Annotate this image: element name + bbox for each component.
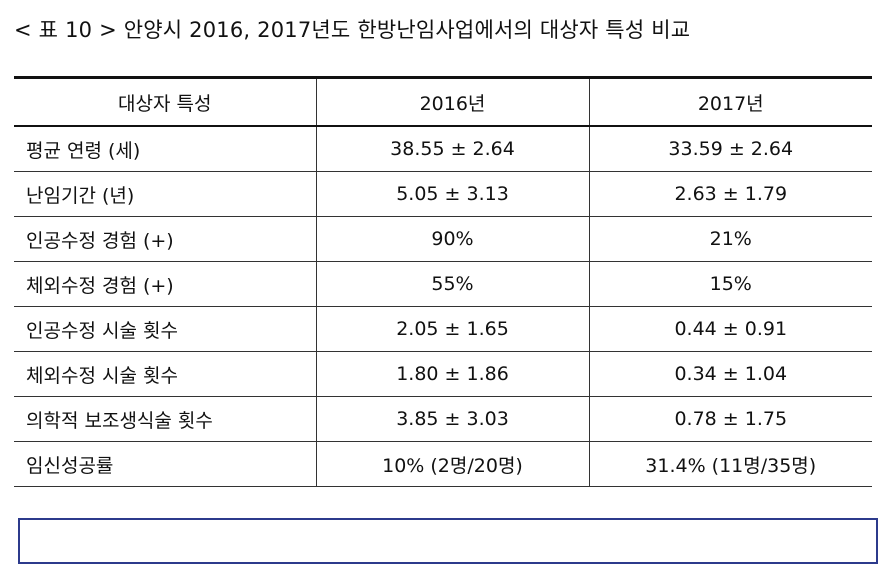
table-row: 평균 연령 (세) 38.55 ± 2.64 33.59 ± 2.64 xyxy=(14,126,872,172)
row-label: 인공수정 경험 (+) xyxy=(14,216,316,262)
value-2017: 0.44 ± 0.91 xyxy=(588,306,872,352)
header-characteristic: 대상자 특성 xyxy=(14,76,316,127)
value-2016: 5.05 ± 3.13 xyxy=(315,171,589,217)
table-row: 인공수정 시술 횟수 2.05 ± 1.65 0.44 ± 0.91 xyxy=(14,306,872,352)
row-label: 임신성공률 xyxy=(14,441,316,487)
row-label: 체외수정 시술 횟수 xyxy=(14,351,316,397)
value-2016: 3.85 ± 3.03 xyxy=(315,396,589,442)
header-2016: 2016년 xyxy=(315,76,589,127)
value-2017: 2.63 ± 1.79 xyxy=(588,171,872,217)
table-row: 체외수정 시술 횟수 1.80 ± 1.86 0.34 ± 1.04 xyxy=(14,351,872,397)
value-2016: 55% xyxy=(315,261,589,307)
table-row: 인공수정 경험 (+) 90% 21% xyxy=(14,216,872,262)
value-2017: 33.59 ± 2.64 xyxy=(588,126,872,172)
comparison-table-container: 대상자 특성 2016년 2017년 평균 연령 (세) 38.55 ± 2.6… xyxy=(14,76,878,564)
value-2016: 1.80 ± 1.86 xyxy=(315,351,589,397)
table-row-pregnancy-success: 임신성공률 10% (2명/20명) 31.4% (11명/35명) xyxy=(14,441,872,487)
row-label: 평균 연령 (세) xyxy=(14,126,316,172)
value-2017: 21% xyxy=(588,216,872,262)
value-2016: 38.55 ± 2.64 xyxy=(315,126,589,172)
value-2016: 90% xyxy=(315,216,589,262)
table-header-row: 대상자 특성 2016년 2017년 xyxy=(14,76,872,127)
row-label: 난임기간 (년) xyxy=(14,171,316,217)
row-label: 체외수정 경험 (+) xyxy=(14,261,316,307)
row-label: 의학적 보조생식술 횟수 xyxy=(14,396,316,442)
table-caption: < 표 10 > 안양시 2016, 2017년도 한방난임사업에서의 대상자 … xyxy=(14,18,691,42)
value-2016: 10% (2명/20명) xyxy=(315,441,589,487)
table-row: 난임기간 (년) 5.05 ± 3.13 2.63 ± 1.79 xyxy=(14,171,872,217)
table-row: 체외수정 경험 (+) 55% 15% xyxy=(14,261,872,307)
value-2017: 31.4% (11명/35명) xyxy=(588,441,872,487)
value-2017: 0.78 ± 1.75 xyxy=(588,396,872,442)
value-2016: 2.05 ± 1.65 xyxy=(315,306,589,352)
table-row: 의학적 보조생식술 횟수 3.85 ± 3.03 0.78 ± 1.75 xyxy=(14,396,872,442)
row-label: 인공수정 시술 횟수 xyxy=(14,306,316,352)
header-2017: 2017년 xyxy=(588,76,872,127)
highlight-box xyxy=(18,518,878,564)
value-2017: 15% xyxy=(588,261,872,307)
value-2017: 0.34 ± 1.04 xyxy=(588,351,872,397)
comparison-table: 대상자 특성 2016년 2017년 평균 연령 (세) 38.55 ± 2.6… xyxy=(14,76,872,487)
